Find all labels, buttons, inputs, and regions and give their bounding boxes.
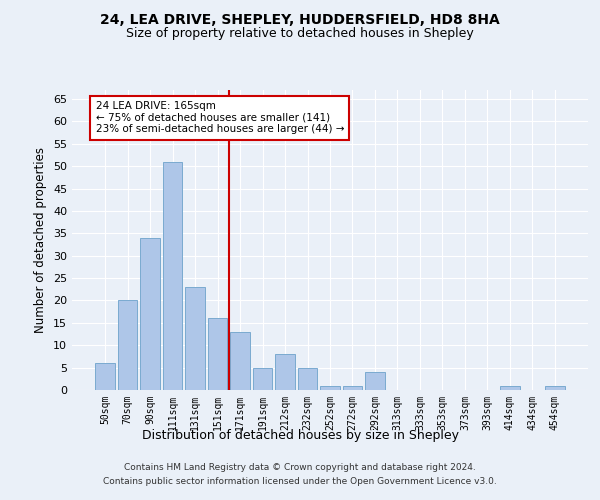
Text: Size of property relative to detached houses in Shepley: Size of property relative to detached ho… [126, 28, 474, 40]
Bar [95, 363, 115, 390]
Bar [275, 354, 295, 390]
Bar [500, 386, 520, 390]
Y-axis label: Number of detached properties: Number of detached properties [34, 147, 47, 333]
Bar [320, 386, 340, 390]
Text: 24, LEA DRIVE, SHEPLEY, HUDDERSFIELD, HD8 8HA: 24, LEA DRIVE, SHEPLEY, HUDDERSFIELD, HD… [100, 12, 500, 26]
Text: Distribution of detached houses by size in Shepley: Distribution of detached houses by size … [142, 428, 458, 442]
Bar [118, 300, 137, 390]
Text: 24 LEA DRIVE: 165sqm
← 75% of detached houses are smaller (141)
23% of semi-deta: 24 LEA DRIVE: 165sqm ← 75% of detached h… [95, 101, 344, 134]
Bar [163, 162, 182, 390]
Bar [185, 287, 205, 390]
Bar [253, 368, 272, 390]
Bar [140, 238, 160, 390]
Bar [343, 386, 362, 390]
Bar [545, 386, 565, 390]
Bar [365, 372, 385, 390]
Bar [298, 368, 317, 390]
Text: Contains HM Land Registry data © Crown copyright and database right 2024.: Contains HM Land Registry data © Crown c… [124, 464, 476, 472]
Text: Contains public sector information licensed under the Open Government Licence v3: Contains public sector information licen… [103, 477, 497, 486]
Bar [230, 332, 250, 390]
Bar [208, 318, 227, 390]
